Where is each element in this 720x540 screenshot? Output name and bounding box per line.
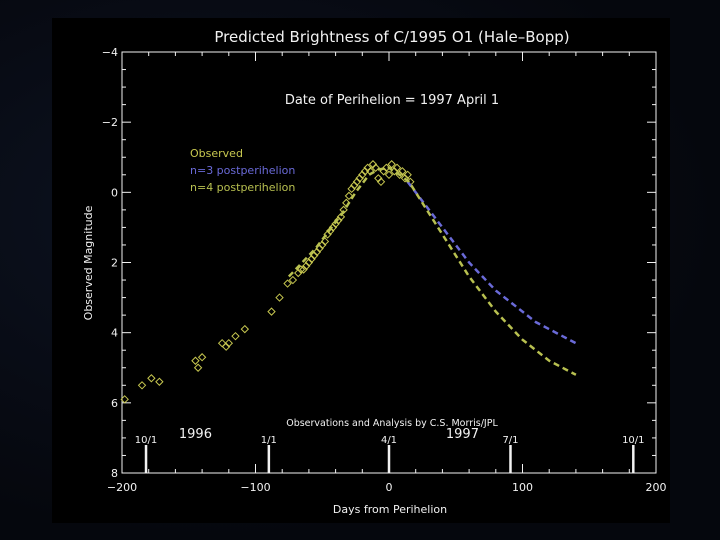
x-tick-label: 100 bbox=[512, 481, 533, 494]
y-tick-label: −2 bbox=[102, 116, 118, 129]
plot-frame-rect bbox=[121, 51, 657, 474]
x-axis-label: Days from Perihelion bbox=[333, 503, 447, 516]
observed-point bbox=[302, 261, 311, 271]
observed-point bbox=[363, 163, 372, 172]
observed-point bbox=[296, 265, 306, 274]
observed-point bbox=[398, 167, 407, 176]
observed-point bbox=[137, 381, 147, 390]
x-tick-label: 0 bbox=[386, 481, 393, 494]
observed-point bbox=[352, 177, 362, 187]
observed-point bbox=[371, 163, 380, 172]
observed-point bbox=[358, 170, 367, 179]
series-line bbox=[406, 181, 577, 345]
observed-point bbox=[331, 219, 340, 229]
observed-point bbox=[384, 170, 394, 179]
year-label: 1997 bbox=[446, 427, 479, 442]
perihelion-annotation: Date of Perihelion = 1997 April 1 bbox=[285, 93, 499, 108]
observed-point bbox=[400, 174, 410, 183]
chart-panel: Predicted Brightness of C/1995 O1 (Hale–… bbox=[52, 18, 670, 523]
observed-point bbox=[307, 254, 316, 264]
observed-point bbox=[387, 160, 396, 169]
axis-ticks: −200 −100 0 100 200 −4 −2 0 2 4 6 8 10/1 1/1 4/1 7/1 10/… bbox=[102, 46, 667, 494]
observed-point bbox=[304, 258, 314, 267]
observed-point bbox=[155, 377, 164, 386]
observed-point bbox=[376, 177, 386, 187]
x-tick-label: −100 bbox=[240, 481, 270, 494]
brightness-chart: Predicted Brightness of C/1995 O1 (Hale–… bbox=[82, 28, 667, 516]
observed-point bbox=[368, 160, 378, 169]
observed-point bbox=[334, 216, 343, 225]
series-line bbox=[287, 166, 577, 376]
date-marker-label: 10/1 bbox=[622, 435, 644, 446]
legend: Observed n=3 postperihelion n=4 postperihe… bbox=[190, 147, 295, 194]
observed-point bbox=[403, 170, 412, 179]
observed-point bbox=[320, 237, 330, 246]
observed-point bbox=[267, 307, 276, 316]
y-tick-label: 2 bbox=[111, 257, 118, 270]
observed-point bbox=[147, 374, 156, 383]
observed-point bbox=[328, 223, 338, 232]
y-tick-label: 8 bbox=[111, 467, 118, 480]
date-marker-label: 1/1 bbox=[261, 435, 277, 446]
x-tick-label: 200 bbox=[646, 481, 667, 494]
observed-point bbox=[217, 338, 227, 348]
observed-point bbox=[294, 268, 303, 278]
data-marks bbox=[120, 160, 577, 404]
observed-point bbox=[231, 331, 240, 341]
observed-point bbox=[355, 174, 364, 183]
date-marker-label: 10/1 bbox=[135, 435, 157, 446]
observed-point bbox=[350, 181, 359, 190]
observed-point bbox=[312, 247, 322, 257]
plot-frame bbox=[121, 51, 657, 474]
observed-point bbox=[283, 279, 292, 288]
observed-point bbox=[288, 275, 298, 285]
observed-point bbox=[197, 353, 207, 362]
y-tick-label: −4 bbox=[102, 46, 118, 59]
y-tick-label: 6 bbox=[111, 397, 118, 410]
year-label: 1996 bbox=[179, 427, 212, 442]
observed-point bbox=[224, 338, 234, 348]
observed-point bbox=[347, 184, 356, 194]
y-tick-label: 4 bbox=[111, 327, 118, 340]
observed-point bbox=[120, 395, 129, 404]
observed-point bbox=[323, 230, 332, 239]
observed-point bbox=[344, 191, 354, 201]
observed-point bbox=[193, 363, 203, 372]
observed-point bbox=[299, 265, 308, 274]
legend-entry: Observed bbox=[190, 147, 243, 160]
observed-point bbox=[275, 293, 284, 302]
observed-point bbox=[374, 174, 383, 183]
observed-point bbox=[240, 324, 250, 334]
observed-point bbox=[392, 163, 402, 172]
credit-text: Observations and Analysis by C.S. Morris… bbox=[286, 418, 498, 429]
y-tick-label: 0 bbox=[111, 186, 118, 199]
date-marker-label: 4/1 bbox=[381, 435, 397, 446]
observed-point bbox=[221, 342, 231, 351]
date-marker-label: 7/1 bbox=[502, 435, 518, 446]
legend-entry: n=4 postperihelion bbox=[190, 181, 295, 194]
observed-point bbox=[191, 356, 200, 365]
chart-title: Predicted Brightness of C/1995 O1 (Hale–… bbox=[214, 28, 569, 46]
legend-entry: n=3 postperihelion bbox=[190, 164, 295, 177]
y-axis-label: Observed Magnitude bbox=[82, 205, 95, 320]
x-tick-label: −200 bbox=[107, 481, 137, 494]
observed-point bbox=[310, 251, 319, 260]
observed-point bbox=[336, 212, 346, 222]
observed-point bbox=[326, 226, 335, 236]
